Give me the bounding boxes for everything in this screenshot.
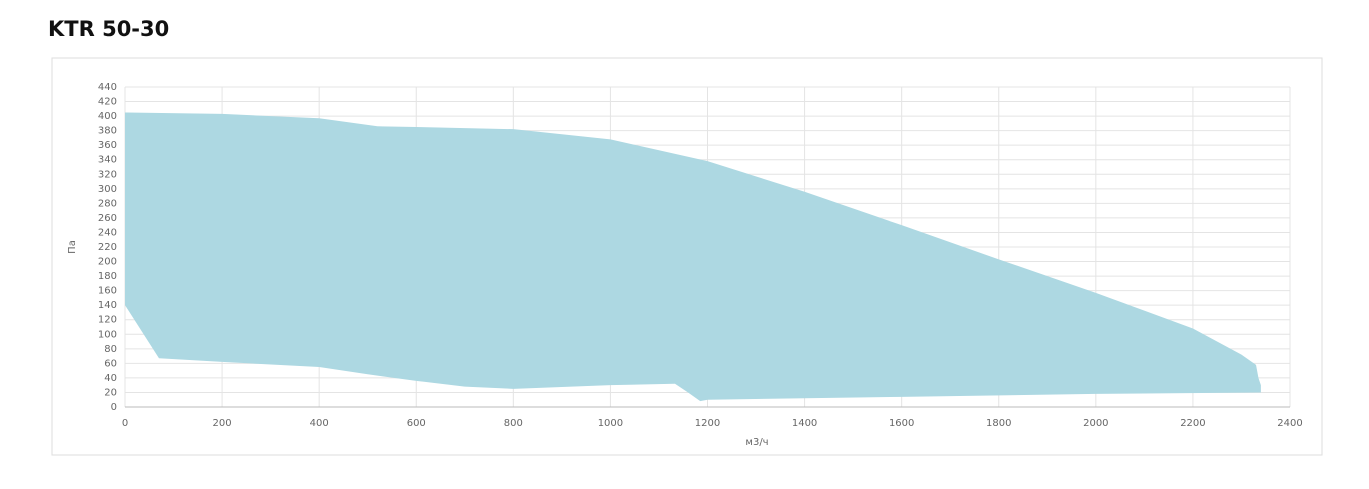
- chart-frame: [51, 57, 1323, 456]
- y-tick-label: 60: [104, 358, 117, 369]
- y-tick-label: 40: [104, 373, 117, 384]
- y-tick-label: 340: [98, 155, 117, 166]
- x-tick-label: 2000: [1083, 418, 1108, 429]
- y-tick-label: 420: [98, 97, 117, 108]
- x-tick-label: 800: [504, 418, 523, 429]
- y-tick-label: 240: [98, 227, 117, 238]
- y-tick-label: 0: [111, 402, 117, 413]
- y-tick-label: 140: [98, 300, 117, 311]
- y-tick-label: 400: [98, 111, 117, 122]
- y-tick-label: 180: [98, 271, 117, 282]
- x-tick-label: 1400: [792, 418, 817, 429]
- y-tick-label: 220: [98, 242, 117, 253]
- y-tick-label: 360: [98, 140, 117, 151]
- y-tick-label: 200: [98, 257, 117, 268]
- y-tick-label: 260: [98, 213, 117, 224]
- x-tick-label: 2200: [1180, 418, 1205, 429]
- chart-title: KTR 50-30: [48, 17, 169, 41]
- y-tick-label: 80: [104, 344, 117, 355]
- y-tick-label: 120: [98, 315, 117, 326]
- x-tick-label: 400: [310, 418, 329, 429]
- y-tick-label: 280: [98, 198, 117, 209]
- x-tick-label: 1000: [598, 418, 623, 429]
- area: [125, 112, 1261, 402]
- y-tick-label: 300: [98, 184, 117, 195]
- x-tick-label: 0: [122, 418, 128, 429]
- x-tick-label: 2400: [1277, 418, 1302, 429]
- x-tick-label: 1200: [695, 418, 720, 429]
- x-tick-label: 1800: [986, 418, 1011, 429]
- y-tick-label: 100: [98, 329, 117, 340]
- y-tick-label: 440: [98, 82, 117, 93]
- x-tick-label: 600: [407, 418, 426, 429]
- y-tick-label: 380: [98, 126, 117, 137]
- y-tick-label: 320: [98, 169, 117, 180]
- y-tick-label: 20: [104, 387, 117, 398]
- y-axis-label: Па: [67, 240, 78, 254]
- x-axis-label: м3/ч: [745, 437, 768, 448]
- x-tick-label: 1600: [889, 418, 914, 429]
- y-tick-label: 160: [98, 286, 117, 297]
- x-tick-label: 200: [213, 418, 232, 429]
